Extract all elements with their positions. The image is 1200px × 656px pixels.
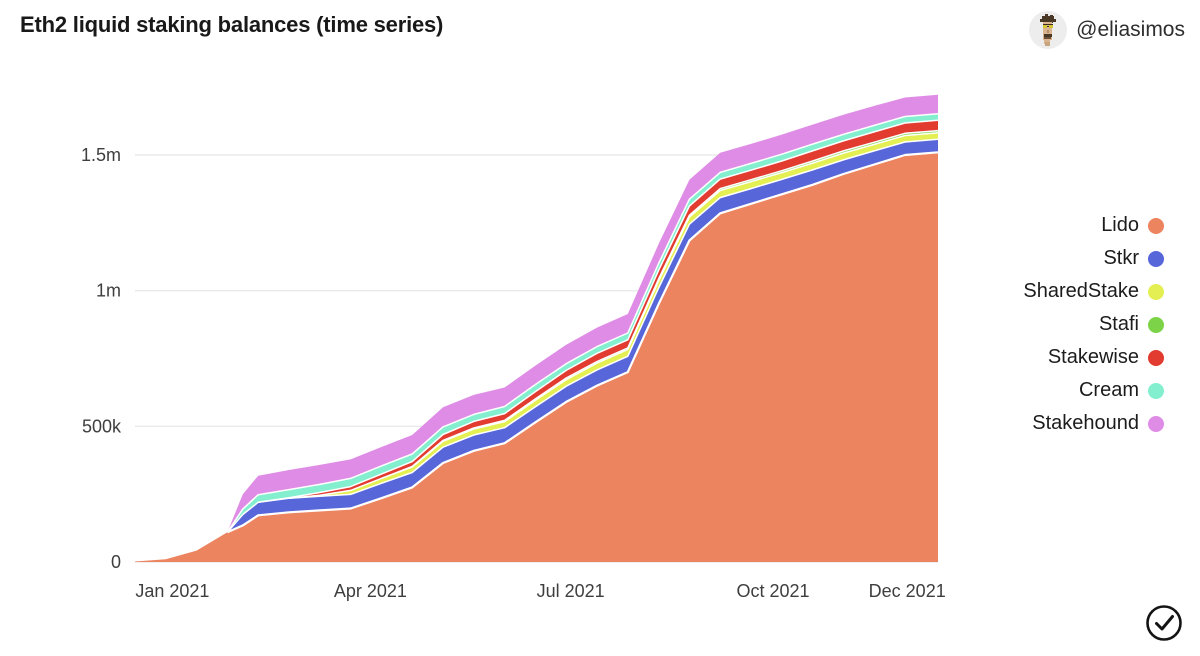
author-handle[interactable]: @eliasimos [1076, 18, 1185, 41]
legend-item-stakehound[interactable]: Stakehound [1032, 413, 1164, 434]
y-tick-label: 1m [96, 281, 121, 301]
series-separator [226, 113, 939, 533]
legend-color-dot [1148, 217, 1164, 234]
series-separator [226, 119, 939, 533]
page-title: Eth2 liquid staking balances (time serie… [20, 12, 444, 37]
series-separator [288, 138, 939, 499]
legend-item-stakewise[interactable]: Stakewise [1048, 347, 1164, 368]
legend-color-dot [1148, 415, 1164, 432]
x-tick-label: Dec 2021 [869, 581, 946, 601]
y-tick-label: 0 [111, 552, 121, 572]
legend-label: Lido [1101, 214, 1139, 236]
legend-label: Stakehound [1032, 412, 1139, 434]
x-tick-label: Apr 2021 [334, 581, 407, 601]
legend-label: SharedStake [1023, 280, 1139, 302]
chart-legend: Lido Stkr SharedStake Stafi Stakewise Cream St… [1023, 215, 1164, 434]
check-circle-icon [1146, 605, 1182, 641]
check-circle-button[interactable] [1143, 602, 1185, 644]
y-tick-label: 500k [82, 416, 122, 436]
series-separator [258, 129, 939, 504]
x-tick-label: Jan 2021 [135, 581, 209, 601]
legend-label: Cream [1078, 379, 1139, 401]
pixel-punk-avatar-icon [1029, 11, 1068, 49]
legend-item-cream[interactable]: Cream [1079, 380, 1164, 401]
area-lido [135, 152, 938, 563]
legend-item-stafi[interactable]: Stafi [1099, 314, 1164, 335]
legend-color-dot [1148, 349, 1164, 366]
y-tick-label: 1.5m [81, 145, 121, 165]
legend-item-sharedstake[interactable]: SharedStake [1023, 281, 1164, 302]
legend-label: Stafi [1098, 313, 1139, 335]
legend-item-lido[interactable]: Lido [1101, 215, 1164, 236]
series-separator [226, 151, 939, 534]
series-separator [381, 132, 939, 480]
legend-color-dot [1148, 250, 1164, 267]
legend-label: Stakewise [1047, 346, 1139, 368]
legend-color-dot [1148, 316, 1164, 333]
legend-item-stkr[interactable]: Stkr [1103, 248, 1164, 269]
legend-color-dot [1148, 382, 1164, 399]
x-tick-label: Jul 2021 [537, 581, 605, 601]
legend-label: Stkr [1103, 247, 1139, 269]
x-tick-label: Oct 2021 [736, 581, 809, 601]
author-profile[interactable]: @eliasimos [1029, 11, 1185, 49]
legend-color-dot [1148, 283, 1164, 300]
